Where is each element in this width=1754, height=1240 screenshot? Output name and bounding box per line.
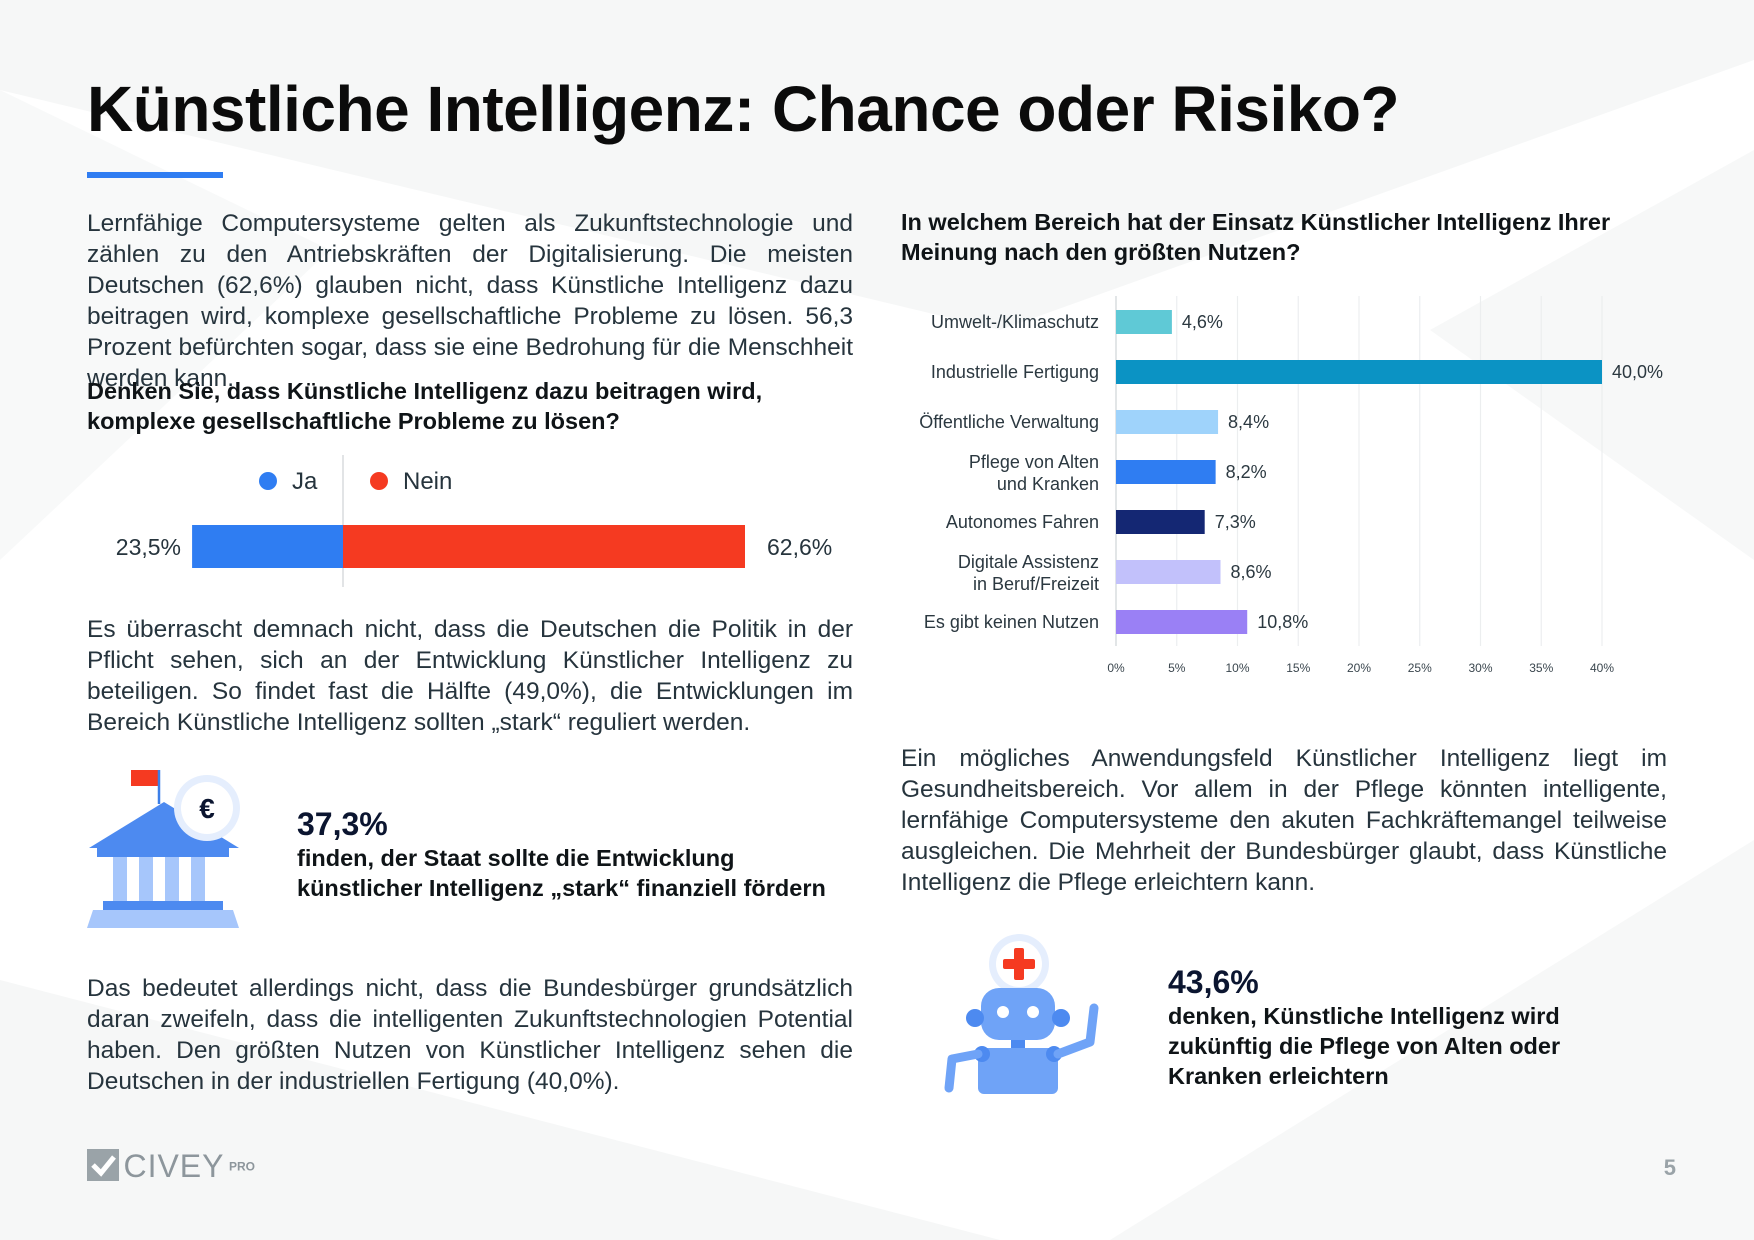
legend-nein-dot [370, 472, 388, 490]
bar-ffentliche-verwaltung [1116, 410, 1219, 434]
value-label: 8,2% [1226, 462, 1267, 482]
x-tick-label: 15% [1286, 661, 1310, 675]
category-label: Autonomes Fahren [946, 512, 1099, 532]
legend-ja-label: Ja [292, 468, 318, 495]
category-label: Öffentliche Verwaltung [919, 412, 1099, 432]
x-tick-label: 10% [1225, 661, 1249, 675]
value-label: 4,6% [1182, 312, 1223, 332]
government-building-euro-icon: € [87, 770, 240, 928]
ja-nein-chart: Ja Nein 23,5% 62,6% [116, 455, 832, 587]
ai-benefit-chart: Umwelt-/Klimaschutz 4,6% Industrielle Fert… [919, 296, 1663, 675]
category-label: Digitale Assistenz in Beruf/Freizeit [958, 552, 1099, 594]
x-tick-label: 5% [1168, 661, 1186, 675]
intro-paragraph: Lernfähige Computersysteme gelten als Zu… [87, 210, 853, 392]
stat-2-value: 43,6% [1168, 964, 1259, 1000]
x-tick-label: 35% [1529, 661, 1553, 675]
stat-1-text: finden, der Staat sollte die Entwicklung… [297, 845, 826, 901]
stat-1-value: 37,3% [297, 806, 388, 842]
bar-nein [343, 525, 745, 568]
value-label-ja: 23,5% [116, 534, 181, 560]
bar-autonomes-fahren [1116, 510, 1205, 534]
x-tick-label: 0% [1107, 661, 1125, 675]
bar-es-gibt-keinen-nutzen [1116, 610, 1248, 634]
x-tick-label: 40% [1590, 661, 1614, 675]
value-label: 10,8% [1257, 612, 1308, 632]
svg-text:€: € [199, 793, 215, 824]
value-label: 40,0% [1612, 362, 1663, 382]
bar-industrielle-fertigung [1116, 360, 1602, 384]
bar-pflege-von-alten [1116, 460, 1216, 484]
category-label: Es gibt keinen Nutzen [924, 612, 1099, 632]
category-label: Umwelt-/Klimaschutz [931, 312, 1099, 332]
x-tick-label: 20% [1347, 661, 1371, 675]
paragraph-3: Das bedeutet allerdings nicht, dass die … [87, 975, 853, 1095]
legend-nein-label: Nein [403, 468, 452, 495]
title-underline [87, 172, 223, 178]
category-label: Pflege von Alten und Kranken [969, 452, 1099, 494]
logo-suffix: PRO [228, 1159, 255, 1174]
civey-logo: CIVEY PRO [87, 1148, 255, 1185]
bar-ja [192, 525, 343, 568]
value-label: 8,4% [1228, 412, 1269, 432]
page-title: Künstliche Intelligenz: Chance oder Risi… [87, 73, 1400, 145]
value-label-nein: 62,6% [767, 534, 832, 560]
chart-1-question: Denken Sie, dass Künstliche Intelligenz … [87, 378, 763, 434]
logo-wordmark: CIVEY [123, 1148, 225, 1184]
chart-2-question: In welchem Bereich hat der Einsatz Künst… [901, 209, 1611, 265]
value-label: 7,3% [1215, 512, 1256, 532]
paragraph-2: Es überrascht demnach nicht, dass die De… [87, 616, 853, 736]
legend-ja-dot [259, 472, 277, 490]
bar-digitale-assistenz [1116, 560, 1221, 584]
care-robot-icon [944, 934, 1099, 1094]
value-label: 8,6% [1230, 562, 1271, 582]
x-tick-label: 30% [1468, 661, 1492, 675]
x-tick-label: 25% [1408, 661, 1432, 675]
civey-logo-icon [87, 1149, 119, 1181]
page-number: 5 [1663, 1155, 1676, 1180]
bar-umwelt-klimaschutz [1116, 310, 1172, 334]
stat-2-text: denken, Künstliche Intelligenz wird zukü… [1168, 1003, 1561, 1089]
category-label: Industrielle Fertigung [931, 362, 1099, 382]
paragraph-4: Ein mögliches Anwendungsfeld Künstlicher… [901, 745, 1667, 896]
